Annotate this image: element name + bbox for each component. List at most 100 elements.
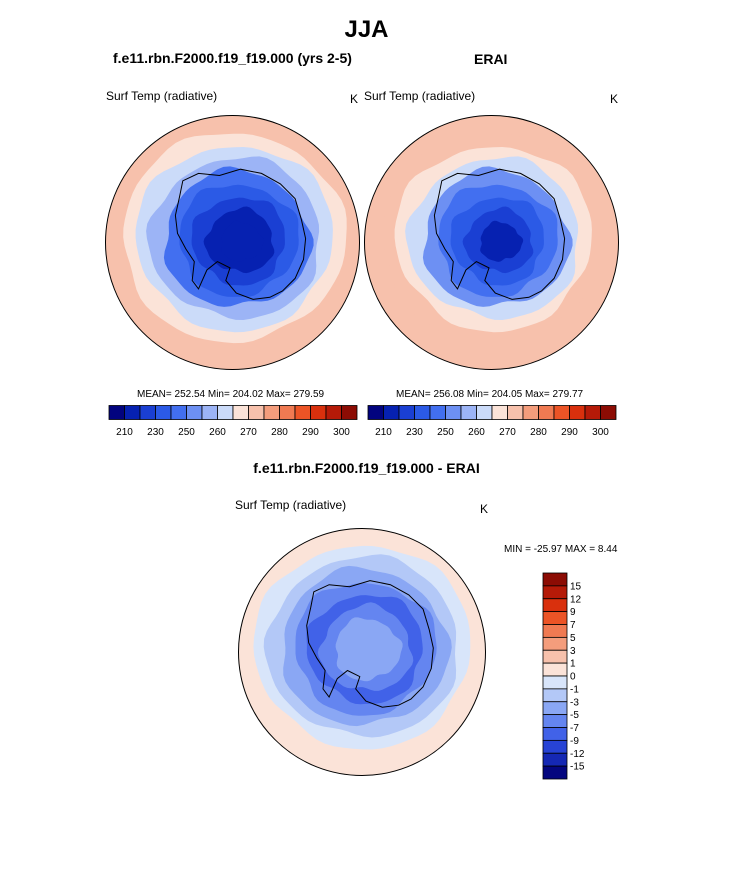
colorbar-swatch — [542, 649, 568, 664]
colorbar-swatch — [170, 405, 187, 420]
colorbar-swatch — [538, 405, 555, 420]
map-border — [364, 115, 619, 370]
panel-3-map — [238, 528, 486, 776]
panel-2-colorbar: 210 230 250 260 270 280 290 300 — [367, 405, 617, 438]
colorbar-tick-label: 300 — [333, 427, 350, 438]
panel-2-units: K — [610, 92, 619, 106]
colorbar-swatch — [542, 675, 568, 690]
colorbar-swatch — [294, 405, 311, 420]
panel-1-map — [105, 115, 360, 370]
colorbar-swatch — [542, 585, 568, 600]
panel-2-stats: MEAN= 256.08 Min= 204.05 Max= 279.77 — [396, 389, 584, 400]
colorbar-swatch — [600, 405, 617, 420]
colorbar-swatch — [542, 662, 568, 677]
colorbar-swatch — [542, 624, 568, 638]
colorbar-tick-label: 5 — [570, 633, 576, 644]
colorbar-tick-label: -15 — [570, 762, 585, 773]
colorbar-tick-label: 230 — [147, 427, 164, 438]
colorbar-tick-label: 280 — [530, 427, 547, 438]
colorbar-swatch — [507, 405, 524, 420]
colorbar-swatch — [584, 405, 601, 420]
panel-3-units: K — [480, 502, 489, 516]
colorbar-tick-label: 3 — [570, 646, 576, 657]
colorbar-tick-label: 12 — [570, 594, 582, 605]
page-title: JJA — [344, 16, 389, 43]
colorbar-tick-label: 230 — [406, 427, 423, 438]
panel-2-field-label: Surf Temp (radiative) — [364, 89, 476, 103]
coastline — [306, 580, 434, 708]
colorbar-swatch — [186, 405, 203, 420]
colorbar-tick-label: 270 — [240, 427, 257, 438]
colorbar-swatch — [542, 572, 568, 587]
colorbar-tick-label: -1 — [570, 684, 579, 695]
colorbar-tick-label: -3 — [570, 697, 579, 708]
panel-3-title: f.e11.rbn.F2000.f19_f19.000 - ERAI — [253, 460, 480, 476]
colorbar-tick-label: 250 — [437, 427, 454, 438]
colorbar-swatch — [542, 598, 568, 613]
colorbar-swatch — [108, 405, 125, 420]
colorbar-tick-label: -7 — [570, 723, 579, 734]
colorbar-swatch — [139, 405, 156, 420]
colorbar-tick-label: 9 — [570, 607, 576, 618]
colorbar-swatch — [383, 405, 400, 420]
colorbar-tick-label: 250 — [178, 427, 195, 438]
colorbar-swatch — [414, 405, 431, 420]
colorbar-tick-label: 300 — [592, 427, 609, 438]
colorbar-tick-label: 210 — [116, 427, 133, 438]
colorbar-swatch — [217, 405, 234, 420]
panel-1-units: K — [350, 92, 359, 106]
colorbar-swatch — [398, 405, 415, 420]
colorbar-tick-label: -5 — [570, 710, 579, 721]
colorbar-tick-label: 260 — [209, 427, 226, 438]
panel-1-field-label: Surf Temp (radiative) — [106, 89, 218, 103]
colorbar-tick-label: 15 — [570, 581, 582, 592]
panel-1-colorbar: 210 230 250 260 270 280 290 300 — [108, 405, 358, 438]
colorbar-swatch — [367, 405, 384, 420]
panel-2-title: ERAI — [474, 51, 508, 67]
colorbar-swatch — [542, 727, 568, 741]
map-border — [238, 528, 486, 776]
colorbar-swatch — [569, 405, 586, 420]
panel-2-map — [364, 115, 619, 370]
colorbar-swatch — [325, 405, 342, 420]
colorbar-tick-label: 0 — [570, 672, 576, 683]
colorbar-swatch — [542, 688, 568, 703]
colorbar-swatch — [542, 739, 568, 754]
colorbar-swatch — [124, 405, 141, 420]
panel-3-colorbar: 15 12 9 7 5 3 1 0-1 -3 -5 -7 -9 -12 -15 — [542, 572, 585, 780]
colorbar-swatch — [491, 405, 508, 420]
colorbar-swatch — [429, 405, 446, 420]
coastline — [433, 168, 566, 300]
colorbar-swatch — [542, 714, 568, 728]
panel-1-title: f.e11.rbn.F2000.f19_f19.000 (yrs 2-5) — [113, 50, 352, 66]
colorbar-tick-label: 280 — [271, 427, 288, 438]
contour-band — [480, 220, 524, 262]
colorbar-swatch — [542, 752, 568, 767]
colorbar-swatch — [201, 405, 218, 420]
colorbar-swatch — [155, 405, 172, 420]
colorbar-swatch — [279, 405, 296, 420]
contour-band — [335, 617, 403, 682]
colorbar-tick-label: 1 — [570, 659, 576, 670]
colorbar-swatch — [476, 405, 493, 420]
colorbar-tick-label: 270 — [499, 427, 516, 438]
colorbar-swatch — [542, 765, 568, 780]
colorbar-swatch — [522, 405, 539, 420]
colorbar-tick-label: 7 — [570, 620, 576, 631]
colorbar-swatch — [263, 405, 280, 420]
colorbar-swatch — [542, 701, 568, 716]
coastline — [174, 168, 307, 300]
colorbar-swatch — [341, 405, 358, 420]
panel-3-field-label: Surf Temp (radiative) — [235, 498, 347, 512]
contour-band — [221, 220, 265, 262]
colorbar-swatch — [248, 405, 265, 420]
colorbar-swatch — [542, 636, 568, 651]
map-border — [105, 115, 360, 370]
panel-1-stats: MEAN= 252.54 Min= 204.02 Max= 279.59 — [137, 389, 325, 400]
colorbar-tick-label: -9 — [570, 736, 579, 747]
colorbar-tick-label: 210 — [375, 427, 392, 438]
colorbar-swatch — [232, 405, 249, 420]
colorbar-swatch — [460, 405, 477, 420]
colorbar-tick-label: 290 — [561, 427, 578, 438]
colorbar-swatch — [553, 405, 570, 420]
